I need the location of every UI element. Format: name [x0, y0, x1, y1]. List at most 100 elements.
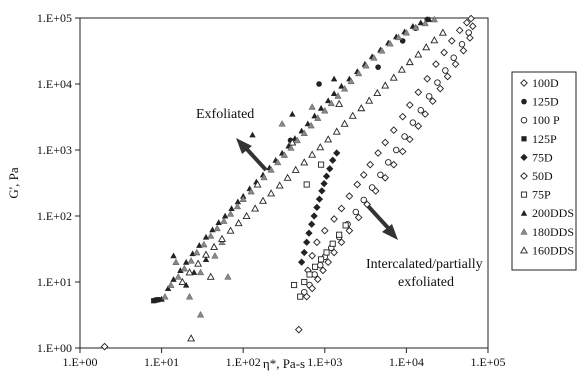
y-tick-label: 1.E+02 [37, 209, 72, 223]
annotation-intercalated-line1: Intercalated/partially [366, 257, 483, 272]
data-point-100d [366, 160, 375, 169]
x-tick-label: 1.E+04 [389, 355, 424, 369]
data-point-160dds [187, 334, 196, 342]
data-point-180dds [196, 268, 205, 276]
data-point-160dds [288, 138, 297, 146]
data-point-180dds [211, 252, 219, 259]
data-point-160dds [242, 211, 251, 220]
data-point-75d [308, 220, 316, 228]
data-point-50d [294, 325, 303, 334]
data-point-160dds [405, 57, 414, 66]
data-point-180dds [394, 33, 403, 41]
legend-box [511, 71, 577, 271]
legend-marker-160dds [520, 246, 528, 254]
data-point-160dds [275, 181, 284, 189]
data-point-180dds [341, 84, 349, 92]
data-point-180dds [233, 202, 242, 210]
data-point-160dds [291, 165, 300, 173]
data-point-160dds [300, 158, 309, 166]
data-point-100d [440, 48, 448, 57]
data-point-160dds [397, 65, 406, 73]
data-point-75d [329, 156, 337, 164]
data-point-180dds [167, 281, 175, 288]
x-tick-label: 1.E+03 [307, 355, 342, 369]
data-point-50d [330, 248, 338, 257]
data-point-200dds [202, 256, 210, 262]
data-point-50d [451, 60, 460, 68]
data-point-100-p [442, 67, 449, 74]
x-axis-title: η*, Pa-s [263, 356, 305, 371]
data-point-50d [381, 173, 390, 182]
data-point-100-p [401, 133, 408, 140]
annotation-intercalated-line2: exfoliated [398, 275, 454, 290]
data-point-75p [306, 271, 313, 278]
data-point-160dds [332, 127, 341, 135]
data-point-75p [318, 161, 325, 168]
data-point-100-p [458, 41, 466, 48]
data-point-100d [345, 192, 354, 200]
data-point-160dds [283, 173, 292, 181]
data-point-50d [100, 342, 109, 351]
data-point-200dds [158, 295, 165, 302]
data-point-180dds [260, 173, 268, 181]
data-point-180dds [180, 264, 188, 272]
data-point-75d [315, 195, 324, 203]
data-point-75p [329, 240, 336, 247]
data-point-50d [354, 213, 363, 222]
data-point-100-p [377, 171, 384, 179]
data-point-160dds [316, 143, 325, 151]
y-axis-title: G', Pa [6, 167, 21, 198]
data-point-100d [330, 215, 338, 223]
arrow-intercalated [366, 204, 398, 240]
data-point-75d [320, 179, 328, 188]
data-point-160dds [253, 180, 262, 188]
data-point-50d [319, 266, 327, 275]
data-point-160dds [267, 189, 276, 197]
data-point-180dds [378, 46, 386, 54]
data-point-50d [302, 292, 311, 301]
data-point-50d [398, 147, 407, 156]
legend-label: 180DDS [532, 225, 574, 239]
legend-marker-180dds [520, 228, 528, 235]
data-point-200dds [338, 82, 345, 89]
data-point-200dds [330, 90, 338, 96]
data-point-160dds [357, 104, 366, 112]
data-point-50d [468, 22, 477, 31]
data-point-160dds [348, 111, 357, 119]
x-tick-label: 1.E+05 [470, 355, 505, 369]
data-point-50d [436, 84, 445, 93]
data-point-50d [313, 275, 322, 284]
data-point-100d [381, 138, 390, 147]
y-tick-label: 1.E+01 [37, 275, 72, 289]
data-point-180dds [224, 273, 232, 280]
data-point-50d [324, 258, 333, 266]
data-point-160dds [308, 150, 317, 158]
data-point-180dds [172, 258, 180, 265]
data-point-100d [462, 18, 471, 27]
data-point-100d [414, 88, 423, 97]
data-point-200dds [324, 97, 332, 104]
data-point-75d [322, 172, 331, 180]
legend-label: 200DDS [532, 206, 574, 220]
data-point-180dds [161, 292, 169, 300]
legend-marker-200dds [520, 210, 528, 216]
data-point-50d [414, 122, 423, 130]
data-point-180dds [402, 28, 411, 36]
data-point-50d [466, 34, 474, 42]
data-point-100-p [434, 79, 441, 86]
data-point-100-p [385, 159, 392, 166]
data-point-200dds [190, 269, 198, 275]
data-point-180dds [300, 129, 308, 136]
data-point-200dds [177, 267, 184, 273]
data-point-180dds [314, 114, 322, 121]
data-point-100-p [450, 54, 457, 61]
legend-label: 125D [532, 95, 559, 109]
data-point-160dds [365, 96, 374, 104]
x-tick-label: 1.E+01 [144, 355, 179, 369]
data-point-75p [297, 293, 304, 300]
data-point-100d [320, 226, 329, 235]
data-point-180dds [247, 187, 255, 195]
data-point-100d [389, 126, 398, 134]
data-point-180dds [193, 248, 201, 256]
